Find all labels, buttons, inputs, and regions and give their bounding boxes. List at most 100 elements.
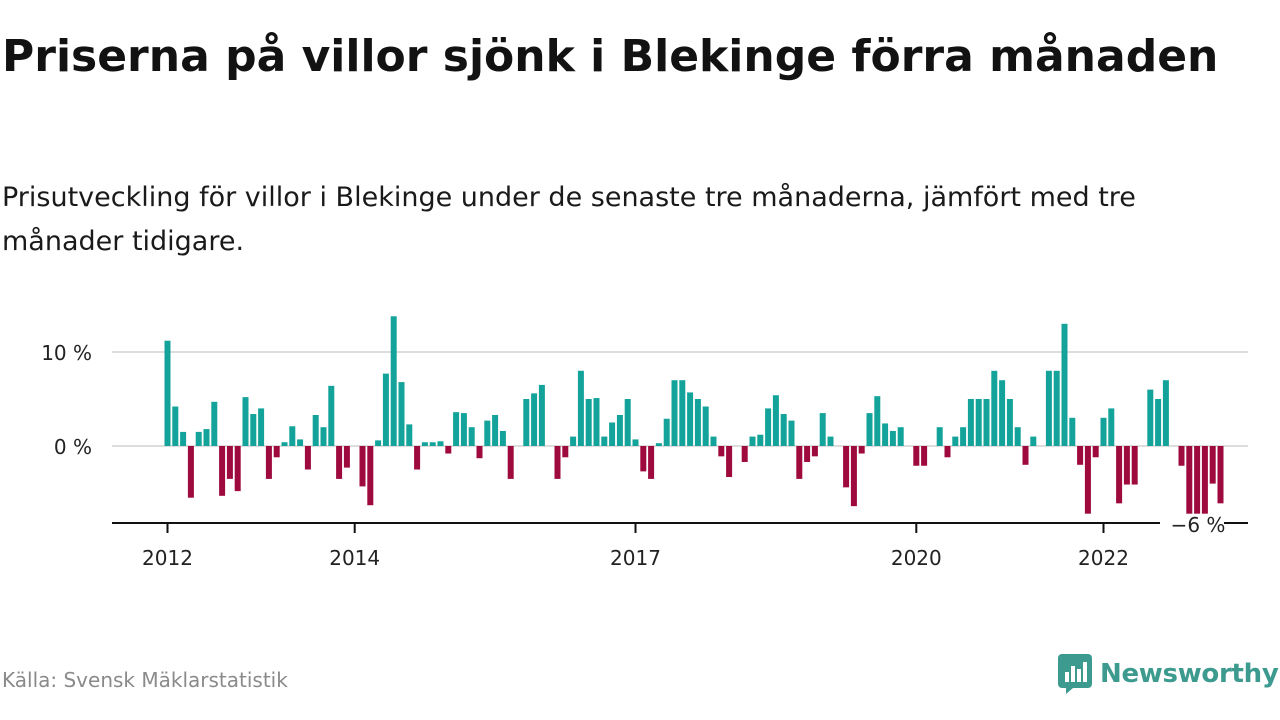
bar	[219, 446, 226, 496]
bar	[874, 396, 881, 446]
bar	[406, 424, 413, 446]
bar-chart: 0 % 10 % 2012 2014 2017 2020 2022 −6 %	[41, 316, 1248, 570]
bar	[1100, 417, 1107, 446]
bar	[827, 436, 834, 446]
bar	[1045, 370, 1052, 446]
bar	[866, 413, 873, 446]
bar	[1201, 446, 1208, 514]
bar	[1084, 446, 1091, 514]
bar	[180, 431, 187, 446]
bar	[694, 399, 701, 446]
bar	[226, 446, 233, 479]
bar	[1108, 408, 1115, 446]
bar	[507, 446, 514, 479]
bar	[187, 446, 194, 498]
bar	[819, 413, 826, 446]
bar	[788, 420, 795, 446]
bar	[577, 370, 584, 446]
bar	[1194, 446, 1201, 514]
bar	[414, 446, 421, 470]
bar	[687, 392, 694, 446]
bar	[585, 399, 592, 446]
newsworthy-logo-icon	[1058, 654, 1092, 694]
bar	[359, 446, 366, 487]
bar	[1092, 446, 1099, 458]
x-tick-label: 2012	[142, 546, 193, 570]
bar	[562, 446, 569, 458]
bar	[1123, 446, 1130, 485]
bar	[1186, 446, 1193, 514]
bar	[476, 446, 483, 459]
bar	[421, 442, 428, 446]
bar	[921, 446, 928, 466]
bar	[609, 422, 616, 446]
bar	[811, 446, 818, 457]
bar	[1209, 446, 1216, 484]
x-tick-label: 2022	[1078, 546, 1129, 570]
bar	[468, 427, 475, 446]
bar	[710, 436, 717, 446]
bar	[1022, 446, 1029, 465]
bar	[749, 436, 756, 446]
bar	[741, 446, 748, 462]
x-tick-label: 2017	[610, 546, 661, 570]
bar	[648, 446, 655, 479]
bar	[382, 373, 389, 446]
bar	[679, 380, 686, 446]
bar	[250, 414, 257, 446]
bar	[258, 408, 265, 446]
bar	[492, 414, 499, 446]
bar	[273, 446, 280, 458]
bar	[343, 446, 350, 468]
bar	[538, 384, 545, 446]
bar	[843, 446, 850, 488]
newsworthy-logo-text: Newsworthy	[1100, 659, 1279, 689]
bar	[203, 429, 210, 446]
bar	[570, 436, 577, 446]
bar	[211, 401, 218, 446]
bar	[172, 406, 179, 446]
bar	[593, 398, 600, 446]
bar	[1030, 436, 1037, 446]
bar	[1116, 446, 1123, 504]
bar	[336, 446, 343, 479]
bar	[726, 446, 733, 478]
bar	[1077, 446, 1084, 465]
bar	[913, 446, 920, 466]
bar	[375, 440, 382, 446]
bar	[453, 412, 460, 446]
bar	[1069, 417, 1076, 446]
page-title: Priserna på villor sjönk i Blekinge förr…	[2, 31, 1219, 82]
bar	[554, 446, 561, 479]
bar	[897, 427, 904, 446]
bar	[772, 395, 779, 446]
bar	[624, 399, 631, 446]
bar	[164, 340, 171, 446]
bar	[1155, 399, 1162, 446]
bar	[663, 418, 670, 446]
bar	[242, 397, 249, 446]
bar	[1162, 380, 1169, 446]
bar	[640, 446, 647, 472]
bar	[999, 380, 1006, 446]
bar	[671, 380, 678, 446]
x-axis	[112, 522, 1248, 533]
bar	[983, 399, 990, 446]
bar	[1061, 323, 1068, 446]
bar	[1131, 446, 1138, 485]
bar	[952, 436, 959, 446]
bar	[889, 430, 896, 446]
bar	[437, 441, 444, 446]
bar	[281, 442, 288, 446]
bar	[991, 370, 998, 446]
y-tick-label: 0 %	[54, 435, 92, 459]
x-tick-label: 2014	[329, 546, 380, 570]
bar	[429, 442, 436, 446]
bar	[967, 399, 974, 446]
x-tick-label: 2020	[891, 546, 942, 570]
bar	[1006, 399, 1013, 446]
bar	[655, 443, 662, 446]
bar	[320, 427, 327, 446]
bar	[484, 420, 491, 446]
bar	[328, 385, 335, 446]
